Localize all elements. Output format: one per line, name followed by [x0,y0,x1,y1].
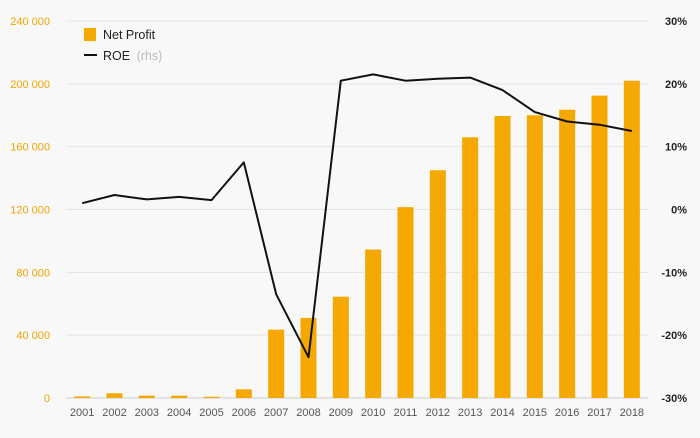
bar [332,296,349,398]
bar [462,137,479,398]
y-right-tick-label: 20% [665,79,687,91]
bar [235,389,252,398]
legend-label-net-profit: Net Profit [103,28,156,42]
y-right-tick-label: -20% [661,330,687,342]
x-tick-label: 2008 [296,407,320,419]
y-right-tick-label: -10% [661,267,687,279]
x-tick-label: 2002 [102,407,126,419]
x-tick-label: 2016 [555,407,579,419]
y-left-tick-label: 40 000 [16,330,50,342]
x-tick-label: 2004 [167,407,191,419]
x-tick-label: 2003 [135,407,159,419]
x-tick-label: 2013 [458,407,482,419]
bar [526,115,543,398]
y-left-tick-label: 240 000 [10,16,50,28]
legend-label-roe-suffix: (rhs) [137,49,163,63]
y-left-tick-label: 120 000 [10,205,50,217]
x-tick-label: 2018 [620,407,644,419]
x-axis: 2001 2002 2003 2004 2005 2006 2007 2008 2009 2010… [70,407,644,419]
x-tick-label: 2015 [523,407,547,419]
y-left-tick-label: 160 000 [10,142,50,154]
x-tick-label: 2001 [70,407,94,419]
net-profit-bars [74,80,640,399]
y-left-tick-label: 200 000 [10,79,50,91]
bar [494,116,511,399]
bar [268,329,285,398]
bar [623,80,640,399]
y-left-tick-label: 80 000 [16,267,50,279]
bar [203,396,220,398]
x-tick-label: 2009 [329,407,353,419]
x-tick-label: 2010 [361,407,385,419]
bar [74,396,91,398]
y-right-tick-label: 0% [671,205,687,217]
y-right-tick-label: 10% [665,142,687,154]
bar [429,170,446,398]
bar [171,395,188,398]
bar [365,249,382,398]
x-tick-label: 2017 [587,407,611,419]
bar [138,395,155,398]
y-left-tick-label: 0 [44,393,50,405]
legend-label-roe: ROE (rhs) [103,49,162,63]
bar [397,207,414,398]
x-tick-label: 2012 [426,407,450,419]
x-tick-label: 2006 [232,407,256,419]
y-right-tick-label: -30% [661,393,687,405]
bar [106,393,123,398]
roe-line-layer [81,73,632,359]
legend: Net Profit ROE (rhs) [84,28,162,63]
roe-line [81,73,632,359]
left-y-axis: 0 40 000 80 000 120 000 160 000 200 000 240 00… [10,16,50,405]
bar [559,109,576,399]
x-tick-label: 2005 [199,407,223,419]
gridlines [66,20,648,399]
right-y-axis: -30% -20% -10% 0% 10% 20% 30% [661,16,687,405]
x-tick-label: 2011 [394,407,418,419]
x-tick-label: 2007 [264,407,288,419]
legend-swatch-net-profit [84,28,96,41]
y-right-tick-label: 30% [665,16,687,28]
bar [591,95,608,398]
x-tick-label: 2014 [490,407,514,419]
